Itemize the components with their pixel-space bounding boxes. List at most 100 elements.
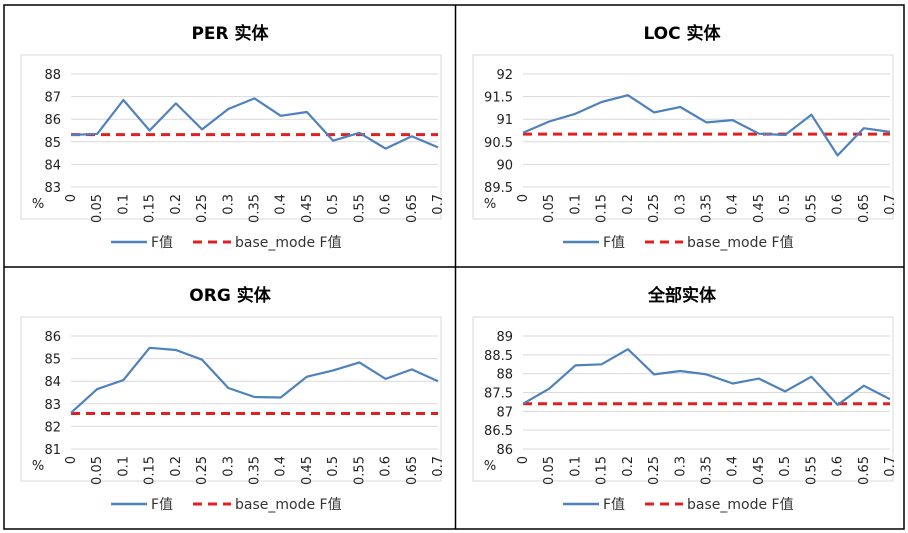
x-tick-label: 0.1	[116, 456, 131, 477]
y-tick-label: 89.5	[484, 181, 513, 196]
y-tick-label: 86	[496, 443, 513, 458]
x-tick-label: 0.45	[300, 456, 315, 485]
x-tick-label: 0.5	[326, 456, 341, 477]
x-tick-label: 0.45	[752, 456, 767, 485]
y-tick-label: 86	[44, 330, 61, 345]
legend-label-f: F值	[603, 497, 625, 513]
x-tick-label: 0.3	[673, 456, 688, 477]
y-tick-label: 85	[44, 136, 61, 151]
x-tick-label: 0.65	[405, 456, 420, 485]
x-tick-label: 0.7	[883, 456, 898, 477]
x-tick-label: 0.65	[405, 194, 420, 223]
y-tick-label: 88	[44, 68, 61, 83]
legend-label-baseline: base_mode F值	[235, 497, 342, 513]
x-tick-label: 0.2	[169, 194, 184, 215]
x-tick-label: 0	[516, 194, 531, 202]
y-tick-label: 92	[496, 68, 513, 83]
y-tick-label: 91	[496, 113, 513, 128]
x-tick-label: 0.1	[116, 194, 131, 215]
x-tick-label: 0	[64, 456, 79, 464]
y-tick-label: 87	[496, 405, 513, 420]
y-tick-label: 89	[496, 330, 513, 345]
x-tick-label: 0.4	[726, 456, 741, 477]
x-tick-label: 0.2	[621, 456, 636, 477]
y-tick-label: 86	[44, 113, 61, 128]
x-tick-label: 0.65	[857, 194, 872, 223]
x-tick-label: 0.45	[752, 194, 767, 223]
x-tick-label: 0.7	[431, 456, 446, 477]
legend-label-f: F值	[603, 235, 625, 251]
x-tick-label: 0.55	[804, 194, 819, 223]
y-axis-label: %	[32, 197, 44, 212]
y-axis-label: %	[32, 459, 44, 474]
x-tick-label: 0.3	[221, 194, 236, 215]
x-tick-label: 0	[64, 194, 79, 202]
x-tick-label: 0.5	[778, 194, 793, 215]
x-tick-label: 0.45	[300, 194, 315, 223]
y-tick-label: 91.5	[484, 91, 513, 106]
x-tick-label: 0.1	[568, 194, 583, 215]
x-tick-label: 0.05	[542, 456, 557, 485]
y-tick-label: 88.5	[484, 349, 513, 364]
x-tick-label: 0.6	[379, 456, 394, 477]
legend-label-baseline: base_mode F值	[235, 235, 342, 251]
x-tick-label: 0.35	[248, 194, 263, 223]
x-tick-label: 0.7	[431, 194, 446, 215]
y-tick-label: 87	[44, 91, 61, 106]
x-tick-label: 0.05	[542, 194, 557, 223]
y-tick-label: 88	[496, 368, 513, 383]
y-tick-label: 84	[44, 375, 61, 390]
x-tick-label: 0.6	[831, 456, 846, 477]
legend-label-f: F值	[151, 497, 173, 513]
y-axis-label: %	[484, 197, 496, 212]
chart-title: PER 实体	[191, 23, 269, 44]
x-tick-label: 0.3	[221, 456, 236, 477]
legend-label-baseline: base_mode F值	[687, 235, 794, 251]
y-tick-label: 83	[44, 181, 61, 196]
x-tick-label: 0.65	[857, 456, 872, 485]
x-tick-label: 0.15	[595, 194, 610, 223]
x-tick-label: 0.15	[143, 456, 158, 485]
y-tick-label: 81	[44, 443, 61, 458]
legend-label-f: F值	[151, 235, 173, 251]
x-tick-label: 0.15	[595, 456, 610, 485]
chart-title: LOC 实体	[643, 23, 721, 44]
x-tick-label: 0.25	[647, 456, 662, 485]
x-tick-label: 0.35	[700, 456, 715, 485]
y-tick-label: 82	[44, 420, 61, 435]
x-tick-label: 0.4	[274, 194, 289, 215]
x-tick-label: 0.55	[804, 456, 819, 485]
x-tick-label: 0.35	[248, 456, 263, 485]
x-tick-label: 0.1	[568, 456, 583, 477]
x-tick-label: 0.2	[621, 194, 636, 215]
y-tick-label: 87.5	[484, 387, 513, 402]
y-tick-label: 90	[496, 158, 513, 173]
y-tick-label: 90.5	[484, 136, 513, 151]
y-axis-label: %	[484, 459, 496, 474]
x-tick-label: 0.55	[352, 194, 367, 223]
chart-title: 全部实体	[647, 285, 717, 306]
x-tick-label: 0.7	[883, 194, 898, 215]
x-tick-label: 0.35	[700, 194, 715, 223]
x-tick-label: 0.6	[831, 194, 846, 215]
x-tick-label: 0.6	[379, 194, 394, 215]
x-tick-label: 0.4	[274, 456, 289, 477]
x-tick-label: 0.55	[352, 456, 367, 485]
x-tick-label: 0.25	[195, 456, 210, 485]
y-tick-label: 86.5	[484, 424, 513, 439]
x-tick-label: 0.15	[143, 194, 158, 223]
y-tick-label: 83	[44, 398, 61, 413]
x-tick-label: 0	[516, 456, 531, 464]
x-tick-label: 0.2	[169, 456, 184, 477]
x-tick-label: 0.05	[90, 194, 105, 223]
x-tick-label: 0.5	[778, 456, 793, 477]
x-tick-label: 0.25	[647, 194, 662, 223]
legend-label-baseline: base_mode F值	[687, 497, 794, 513]
x-tick-label: 0.4	[726, 194, 741, 215]
x-tick-label: 0.3	[673, 194, 688, 215]
x-tick-label: 0.05	[90, 456, 105, 485]
y-tick-label: 85	[44, 353, 61, 368]
x-tick-label: 0.25	[195, 194, 210, 223]
x-tick-label: 0.5	[326, 194, 341, 215]
